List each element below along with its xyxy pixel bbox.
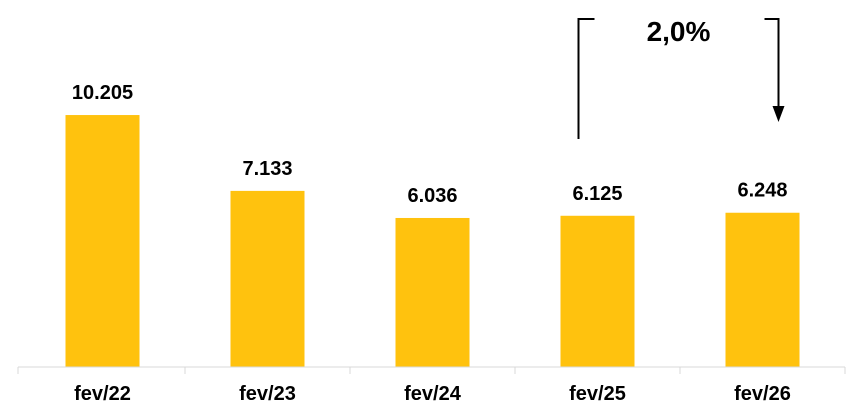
- category-label: fev/26: [734, 383, 791, 405]
- value-label: 7.133: [242, 158, 292, 180]
- category-label: fev/22: [74, 383, 131, 405]
- value-label: 6.036: [407, 185, 457, 207]
- value-labels: 10.205 7.133 6.036 6.125 6.248: [72, 82, 788, 207]
- value-label: 6.125: [572, 183, 622, 205]
- category-labels: fev/22 fev/23 fev/24 fev/25 fev/26: [74, 383, 791, 405]
- category-label: fev/25: [569, 383, 626, 405]
- value-label: 6.248: [737, 180, 787, 202]
- bar-fev-24: [395, 217, 470, 367]
- x-axis-ticks: [17, 367, 846, 374]
- category-label: fev/23: [239, 383, 296, 405]
- growth-percentage-label: 2,0%: [647, 16, 711, 47]
- category-label: fev/24: [404, 383, 462, 405]
- bar-fev-26: [725, 212, 800, 367]
- value-label: 10.205: [72, 82, 133, 104]
- bar-fev-25: [560, 215, 635, 367]
- growth-annotation: 2,0%: [577, 16, 785, 139]
- bar-fev-22: [65, 115, 140, 367]
- arrow-down-icon: [772, 106, 785, 122]
- growth-bracket: [577, 18, 780, 139]
- bar-fev-23: [230, 190, 305, 367]
- bars-layer: [65, 115, 800, 367]
